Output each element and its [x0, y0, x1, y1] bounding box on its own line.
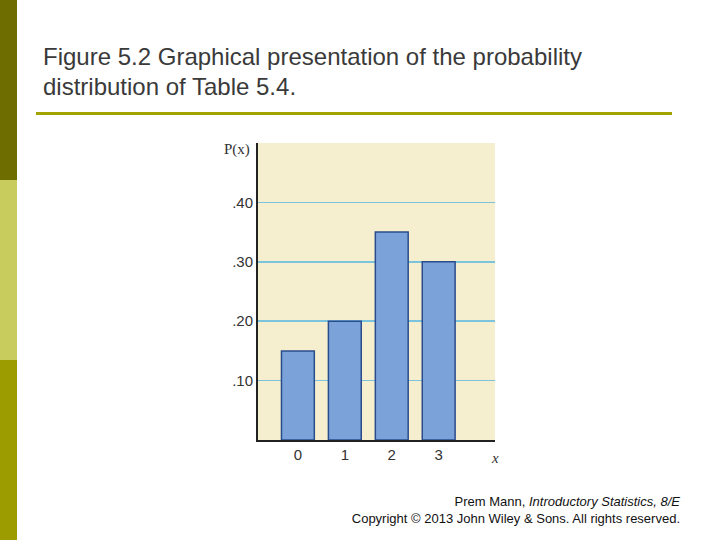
html-text:Prem Mann, Introductory Statis: Prem Mann, Introductory Statistics, 8/E	[454, 494, 680, 509]
svg-text:P(x): P(x)	[224, 141, 250, 158]
svg-text:.10: .10	[232, 372, 253, 389]
svg-text:.30: .30	[232, 253, 253, 270]
svg-text:.20: .20	[232, 312, 253, 329]
html-text:Copyright © 2013 John Wiley &: Copyright © 2013 John Wiley & Sons. All …	[351, 511, 680, 526]
svg-text:1: 1	[341, 446, 349, 463]
svg-text:.40: .40	[232, 194, 253, 211]
svg-text:0: 0	[294, 446, 302, 463]
svg-text:x: x	[491, 450, 499, 466]
svg-text:2: 2	[388, 446, 396, 463]
html-text:Figure 5.2 Graphical presentat: Figure 5.2 Graphical presentation of the…	[43, 43, 582, 100]
svg-text:3: 3	[435, 446, 443, 463]
